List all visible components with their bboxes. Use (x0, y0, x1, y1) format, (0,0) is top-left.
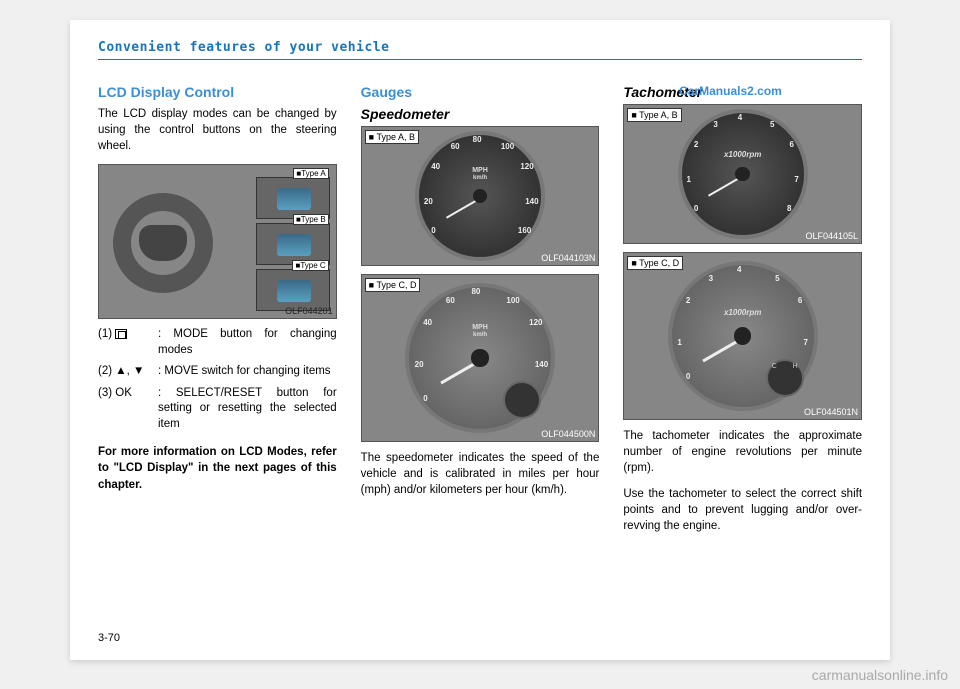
button-icon (277, 188, 311, 210)
lcd-title: LCD Display Control (98, 84, 337, 100)
dial-unit-rpm: x1000rpm (682, 150, 804, 159)
list-val: : MOVE switch for changing items (158, 364, 337, 380)
dial-center-icon (735, 167, 750, 182)
list-val: : MODE button for changing modes (158, 327, 337, 358)
callout-label-a: ■Type A (293, 168, 328, 179)
tick: 8 (787, 204, 791, 213)
tick: 3 (709, 274, 713, 283)
speedometer-title: Speedometer (361, 106, 600, 122)
manual-page: Convenient features of your vehicle CarM… (70, 20, 890, 660)
tick: 1 (687, 175, 691, 184)
figure-code: OLF044105L (805, 231, 858, 241)
list-item-ok: (3) OK : SELECT/RESET button for setting… (98, 386, 337, 433)
temp-subdial-icon: C H (766, 359, 804, 397)
figure-label: ■ Type A, B (627, 108, 681, 122)
button-icon (277, 280, 311, 302)
list-key: (2) ▲, ▼ (98, 364, 158, 380)
figure-code: OLF044201 (285, 306, 333, 316)
figure-label: ■ Type C, D (365, 278, 421, 292)
tick: 1 (677, 338, 681, 347)
temp-h-label: H (793, 363, 798, 370)
figure-label: ■ Type C, D (627, 256, 683, 270)
tachometer-dial: x1000rpm 0 1 2 3 4 5 6 7 8 C H (668, 261, 818, 411)
fuel-subdial-icon (503, 381, 541, 419)
lcd-footer-note: For more information on LCD Modes, refer… (98, 444, 337, 492)
speedometer-dial: MPHkm/h 0 20 40 60 80 100 120 140 160 (415, 131, 545, 261)
tick: 20 (415, 360, 424, 369)
tick: 6 (798, 296, 802, 305)
figure-code: OLF044103N (541, 253, 595, 263)
page-number: 3-70 (98, 632, 120, 644)
figure-speedo-ab: ■ Type A, B MPHkm/h 0 20 40 60 80 100 12… (361, 126, 600, 266)
lcd-intro: The LCD display modes can be changed by … (98, 106, 337, 154)
dial-center-icon (734, 327, 751, 344)
callout-label-c: ■Type C (292, 260, 328, 271)
callout-type-a: ■Type A (256, 177, 330, 219)
tick: 40 (431, 162, 440, 171)
figure-steering-wheel: ■Type A ■Type B ■Type C OLF044201 (98, 164, 337, 319)
tick: 5 (770, 120, 774, 129)
figure-tach-cd: ■ Type C, D x1000rpm 0 1 2 3 4 5 6 7 8 C (623, 252, 862, 420)
tick: 5 (775, 274, 779, 283)
dial-center-icon (473, 189, 488, 204)
tachometer-dial: x1000rpm 0 1 2 3 4 5 6 7 8 (678, 109, 808, 239)
speedo-body: The speedometer indicates the speed of t… (361, 450, 600, 498)
col-gauges: Gauges Speedometer ■ Type A, B MPHkm/h 0… (361, 84, 600, 545)
list-key: (3) OK (98, 386, 158, 433)
tick: 7 (804, 338, 808, 347)
tick: 120 (529, 318, 542, 327)
tach-body-1: The tachometer indicates the approximate… (623, 428, 862, 476)
tick: 120 (520, 162, 533, 171)
tick: 140 (525, 197, 538, 206)
tick: 100 (501, 142, 514, 151)
tick: 0 (694, 204, 698, 213)
list-key: (1) (98, 327, 158, 358)
tick: 80 (473, 135, 482, 144)
footer-watermark: carmanualsonline.info (812, 667, 948, 683)
callout-label-b: ■Type B (293, 214, 329, 225)
tick: 20 (424, 197, 433, 206)
tick: 6 (789, 140, 793, 149)
figure-tach-ab: ■ Type A, B x1000rpm 0 1 2 3 4 5 6 7 8 O… (623, 104, 862, 244)
tick: 40 (423, 318, 432, 327)
tick: 2 (686, 296, 690, 305)
speedometer-dial: MPHkm/h 0 20 40 60 80 100 120 140 160 (405, 283, 555, 433)
figure-code: OLF044501N (804, 407, 858, 417)
watermark-top: CarManuals2.com (679, 84, 782, 98)
figure-label: ■ Type A, B (365, 130, 419, 144)
callout-type-c: ■Type C (256, 269, 330, 311)
tach-body-2: Use the tachometer to select the correct… (623, 486, 862, 534)
list-item-move: (2) ▲, ▼ : MOVE switch for changing item… (98, 364, 337, 380)
tick: 2 (694, 140, 698, 149)
tick: 0 (686, 372, 690, 381)
figure-code: OLF044500N (541, 429, 595, 439)
tick: 60 (446, 296, 455, 305)
tick: 4 (737, 265, 741, 274)
mode-button-icon (115, 329, 127, 339)
tick: 4 (738, 113, 742, 122)
dial-unit-rpm: x1000rpm (672, 308, 814, 317)
button-icon (277, 234, 311, 256)
tick: 140 (535, 360, 548, 369)
callout-type-b: ■Type B (256, 223, 330, 265)
col-tachometer: Tachometer ■ Type A, B x1000rpm 0 1 2 3 … (623, 84, 862, 545)
dial-center-icon (471, 349, 488, 366)
steering-hub-icon (139, 225, 187, 261)
col-lcd-display: CarManuals2.com LCD Display Control The … (98, 84, 337, 545)
tick: 0 (431, 226, 435, 235)
list-item-mode: (1) : MODE button for changing modes (98, 327, 337, 358)
content-3col: CarManuals2.com LCD Display Control The … (98, 84, 862, 545)
tick: 0 (423, 394, 427, 403)
tick: 3 (713, 120, 717, 129)
section-header: Convenient features of your vehicle (98, 40, 862, 60)
list-val: : SELECT/RESET button for setting or res… (158, 386, 337, 433)
tick: 100 (506, 296, 519, 305)
tick: 7 (794, 175, 798, 184)
gauges-title: Gauges (361, 84, 600, 100)
figure-speedo-cd: ■ Type C, D MPHkm/h 0 20 40 60 80 100 12… (361, 274, 600, 442)
tick: 160 (518, 226, 531, 235)
temp-c-label: C (772, 363, 777, 370)
tick: 80 (471, 287, 480, 296)
tick: 60 (451, 142, 460, 151)
